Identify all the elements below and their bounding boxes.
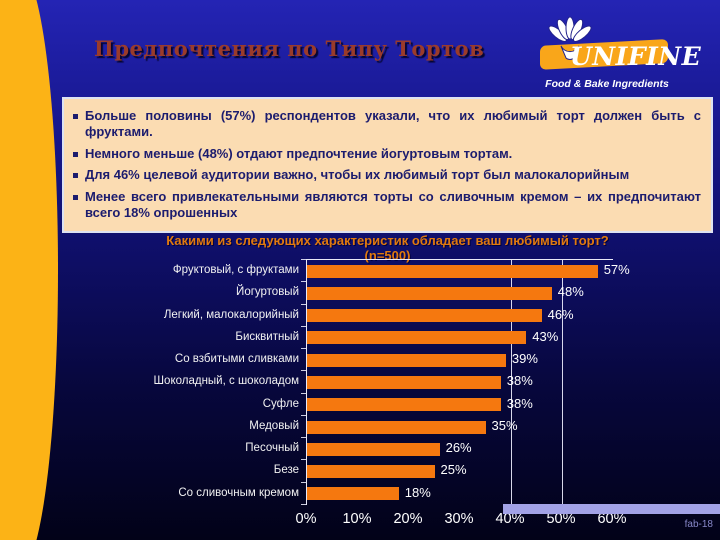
bar xyxy=(307,465,435,479)
category-label: Безе xyxy=(273,464,299,477)
category-label: Йогуртовый xyxy=(236,286,299,299)
bar-value-label: 39% xyxy=(511,351,538,367)
bar-value-label: 38% xyxy=(506,373,533,389)
y-axis-tick xyxy=(301,281,306,283)
bar xyxy=(307,353,506,367)
y-axis-tick xyxy=(301,504,306,505)
page-title: Предпочтения по Типу Тортов xyxy=(94,36,485,61)
category-label: Фруктовый, с фруктами xyxy=(172,264,299,276)
x-axis-label: 10% xyxy=(342,511,372,527)
logo-banner-shape xyxy=(540,39,668,70)
bar xyxy=(307,375,501,389)
logo-tagline: Food & Bake Ingredients xyxy=(545,78,669,90)
gridline xyxy=(511,260,512,505)
chart-title: Какими из следующих характеристик облада… xyxy=(166,233,609,248)
category-label: Шоколадный, с шоколадом xyxy=(153,375,299,388)
y-axis-tick xyxy=(301,370,306,372)
bar xyxy=(307,420,486,434)
summary-bullet-item: Для 46% целевой аудитории важно, чтобы и… xyxy=(73,167,701,183)
shell-icon xyxy=(548,16,592,60)
bar-value-label: 26% xyxy=(445,440,472,456)
bullet-square-icon xyxy=(73,194,78,200)
bottom-accent-bar xyxy=(503,504,720,514)
slide-footer: fab-18 xyxy=(684,519,713,530)
bar xyxy=(307,331,527,345)
x-axis-label: 30% xyxy=(444,511,474,527)
bar xyxy=(307,442,440,456)
bullet-text: Немного меньше (48%) отдают предпочтение… xyxy=(85,145,513,161)
bar-value-label: 57% xyxy=(603,262,630,277)
summary-bullet-item: Немного меньше (48%) отдают предпочтение… xyxy=(73,146,701,162)
bullet-square-icon xyxy=(73,114,78,119)
logo-wordmark: UNIFINE xyxy=(570,42,702,71)
bullet-text: Больше половины (57%) респондентов указа… xyxy=(85,108,701,140)
x-axis-label: 40% xyxy=(495,511,525,527)
bar-value-label: 43% xyxy=(532,328,559,344)
y-axis-tick xyxy=(301,437,306,439)
bar xyxy=(307,487,399,501)
bar-value-label: 46% xyxy=(547,306,574,322)
chart-row: Легкий, малокалорийный 46% xyxy=(0,304,720,326)
chart-row: Фруктовый, с фруктами 57% xyxy=(0,259,720,281)
chart-row: Безе 25% xyxy=(0,459,720,481)
bullet-square-icon xyxy=(73,151,78,157)
chart-row: Шоколадный, с шоколадом 38% xyxy=(0,370,720,392)
gridline xyxy=(562,260,563,505)
y-axis-tick xyxy=(301,348,306,350)
chart-row: Со взбитыми сливками 39% xyxy=(0,348,720,370)
chart-row: Бисквитный 43% xyxy=(0,326,720,348)
category-label: Бисквитный xyxy=(235,330,299,343)
chart-row: Со сливочным кремом 18% xyxy=(0,482,720,504)
x-axis-label: 0% xyxy=(295,511,317,527)
bar-value-label: 18% xyxy=(404,484,431,500)
y-axis-tick xyxy=(301,259,306,260)
chart-row: Песочный 26% xyxy=(0,437,720,459)
unifine-logo: UNIFINE Food & Bake Ingredients xyxy=(536,10,702,96)
chart-row: Суфле 38% xyxy=(0,393,720,415)
bullet-square-icon xyxy=(73,173,78,179)
y-axis-tick xyxy=(301,303,306,305)
bar-chart: Фруктовый, с фруктами 57% Йогуртовый 48% Лег… xyxy=(0,259,720,539)
bar xyxy=(307,286,552,300)
category-label: Суфле xyxy=(262,397,299,410)
summary-bullet-item: Больше половины (57%) респондентов указа… xyxy=(73,108,701,141)
y-axis-tick xyxy=(301,414,306,416)
chart-row: Йогуртовый 48% xyxy=(0,281,720,303)
bar xyxy=(307,309,542,323)
x-axis-label: 20% xyxy=(393,511,423,527)
bar-value-label: 25% xyxy=(440,462,467,478)
plot-area xyxy=(306,259,613,505)
y-axis-tick xyxy=(301,481,306,483)
y-axis-tick xyxy=(301,392,306,394)
category-label: Медовый xyxy=(249,419,299,432)
bullet-text: Менее всего привлекательными являются то… xyxy=(85,188,701,220)
category-label: Со сливочным кремом xyxy=(178,486,299,499)
bar-value-label: 38% xyxy=(506,395,533,411)
summary-panel: Больше половины (57%) респондентов указа… xyxy=(62,97,713,233)
x-axis-label: 50% xyxy=(546,511,576,527)
logo-graphic xyxy=(540,16,668,70)
category-label: Легкий, малокалорийный xyxy=(163,308,299,321)
bar xyxy=(307,398,501,412)
left-accent-band-curve xyxy=(0,0,58,540)
bar-value-label: 35% xyxy=(491,417,518,433)
x-axis-label: 60% xyxy=(597,511,627,527)
bar-value-label: 48% xyxy=(557,284,584,300)
bar xyxy=(307,264,598,278)
category-label: Со взбитыми сливками xyxy=(174,353,299,366)
y-axis-tick xyxy=(301,325,306,327)
category-label: Песочный xyxy=(245,442,299,455)
summary-bullet-item: Менее всего привлекательными являются то… xyxy=(73,189,701,222)
summary-list: Больше половины (57%) респондентов указа… xyxy=(73,108,701,221)
chart-row: Медовый 35% xyxy=(0,415,720,437)
y-axis-tick xyxy=(301,459,306,461)
bullet-text: Для 46% целевой аудитории важно, чтобы и… xyxy=(85,167,630,183)
